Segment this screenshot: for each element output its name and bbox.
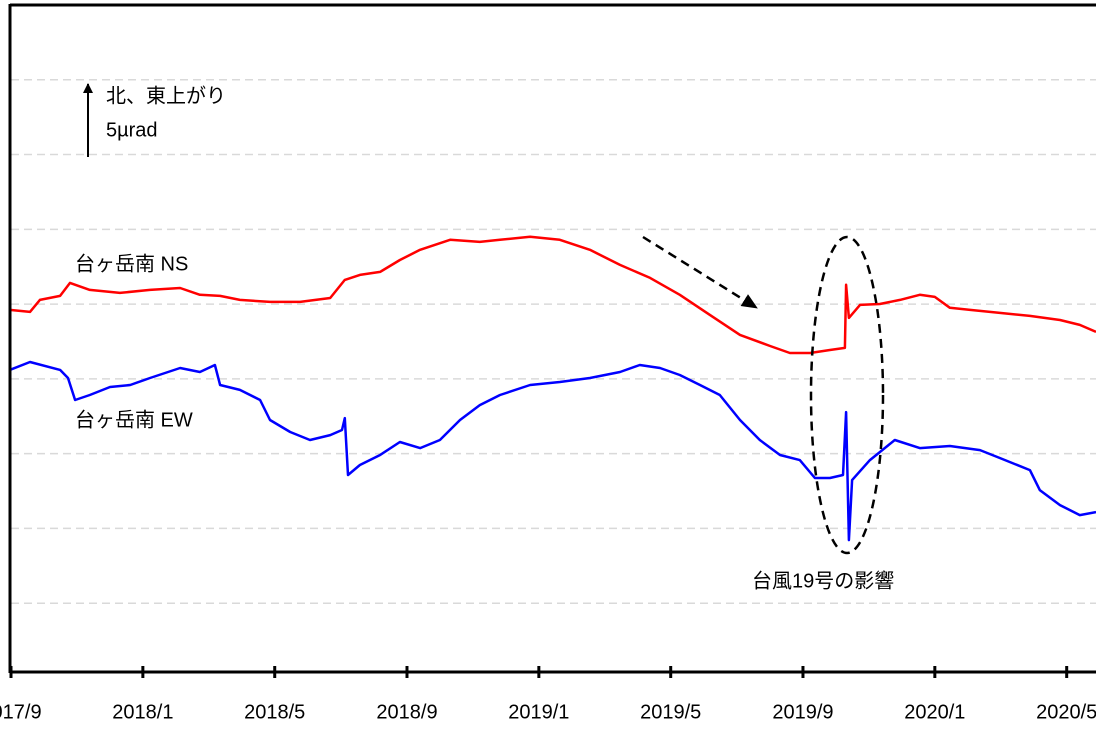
x-tick-label: 2018/5 [244, 701, 305, 723]
typhoon-note: 台風19号の影響 [752, 569, 894, 592]
series-label: 台ヶ岳南 EW [75, 408, 193, 431]
x-tick-label: 2017/9 [0, 701, 42, 723]
series-label: 台ヶ岳南 NS [75, 252, 188, 275]
lines [9, 235, 1096, 542]
trend-arrow [642, 235, 758, 310]
x-tick-label: 2019/5 [640, 701, 701, 723]
x-tick-label: 2019/9 [772, 701, 833, 723]
scale-label: 5µrad [106, 119, 158, 141]
grid [11, 79, 1096, 604]
series-line [9, 235, 1096, 355]
x-tick-label: 2020/5 [1036, 701, 1096, 723]
x-tick-label: 2020/1 [904, 701, 965, 723]
x-tick-label: 2018/1 [112, 701, 173, 723]
x-tick-label: 2019/1 [508, 701, 569, 723]
typhoon-ellipse [809, 235, 885, 555]
direction-note: 北、東上がり [106, 84, 226, 107]
x-tick-label: 2018/9 [376, 701, 437, 723]
series-line [9, 360, 1096, 542]
